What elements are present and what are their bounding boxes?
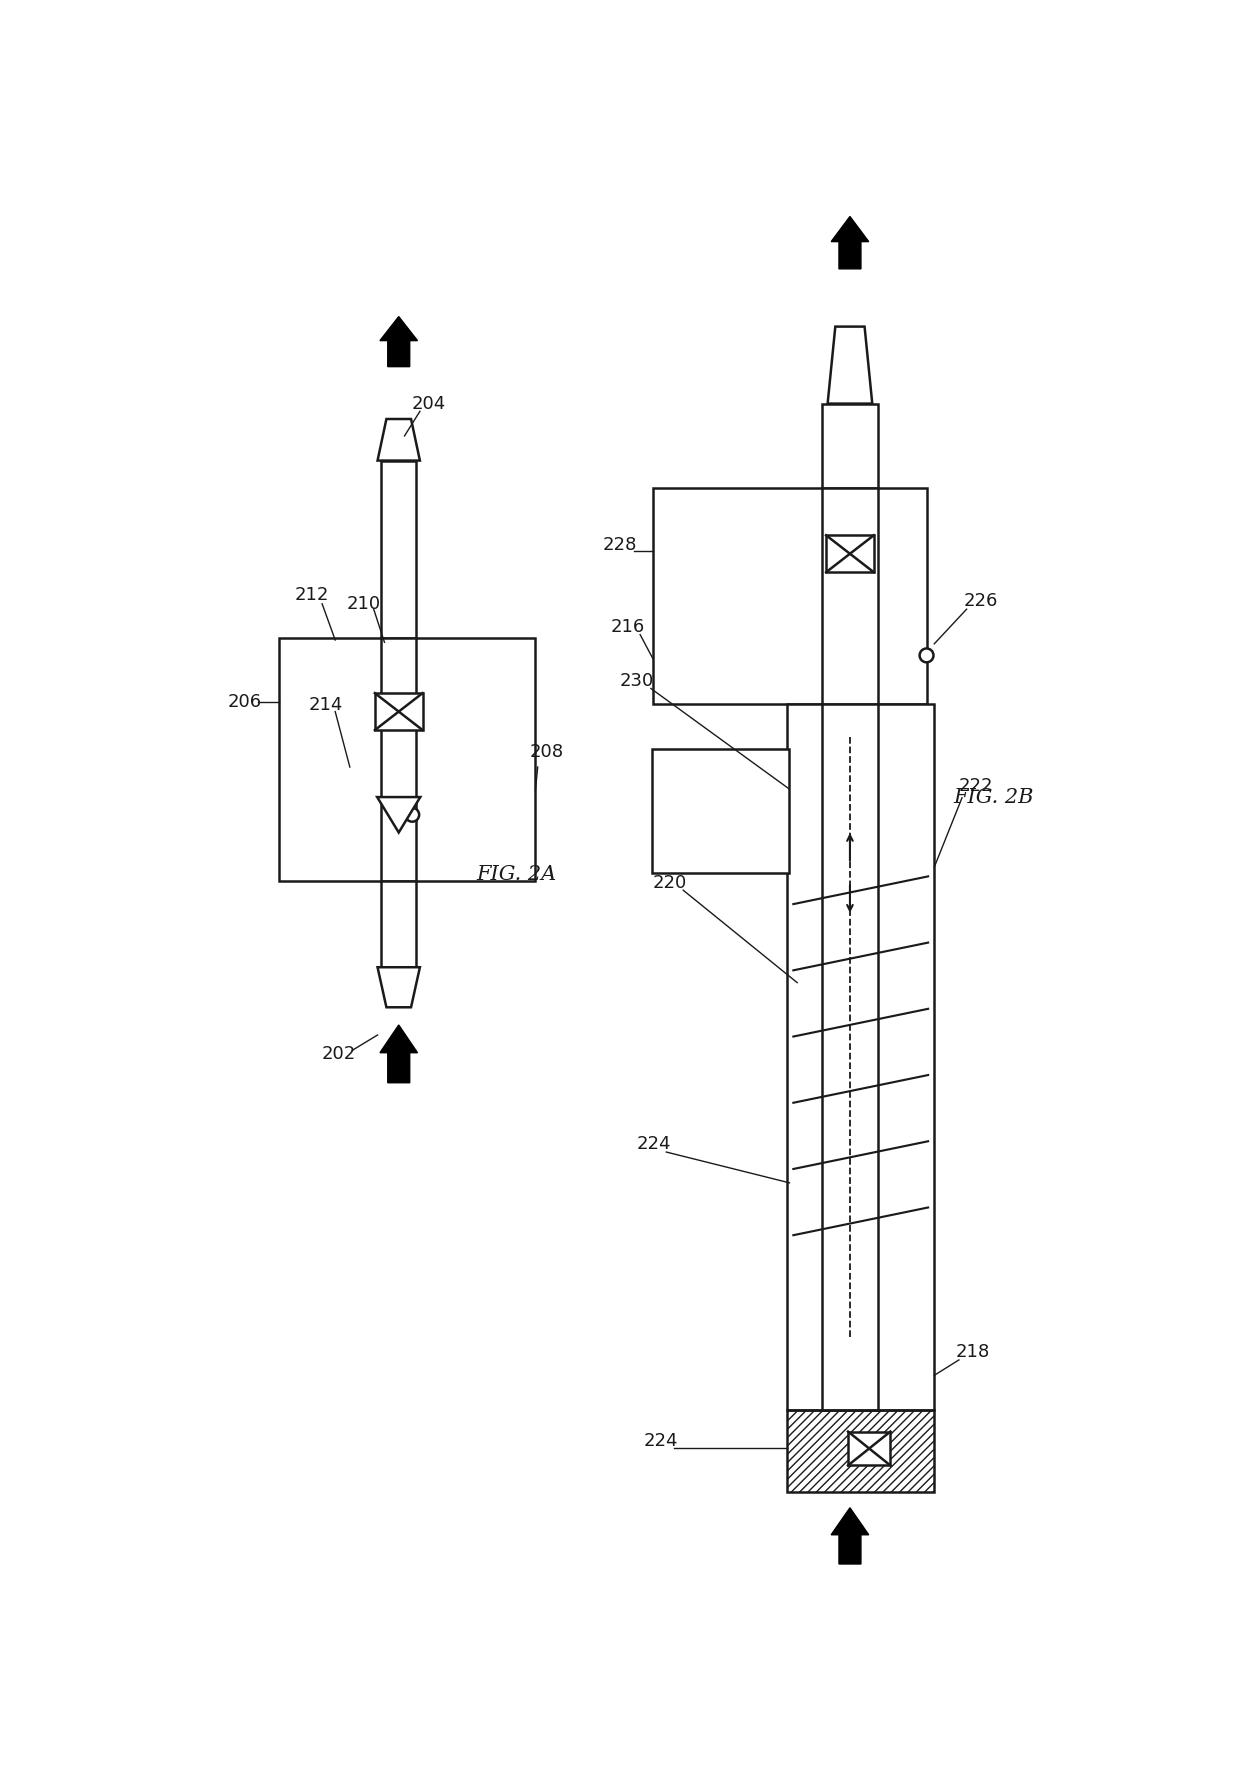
- Text: 226: 226: [963, 592, 998, 611]
- Text: 204: 204: [412, 395, 446, 413]
- Text: 202: 202: [322, 1045, 356, 1063]
- Bar: [822, 487, 878, 703]
- Text: 220: 220: [652, 874, 687, 891]
- Bar: [848, 1432, 890, 1465]
- Polygon shape: [377, 968, 420, 1006]
- Circle shape: [920, 649, 934, 663]
- Text: 206: 206: [227, 693, 262, 711]
- Text: FIG. 2B: FIG. 2B: [954, 789, 1034, 808]
- Text: 224: 224: [636, 1136, 671, 1154]
- Text: 212: 212: [295, 587, 330, 604]
- Polygon shape: [379, 317, 418, 367]
- Text: 228: 228: [603, 537, 637, 555]
- Bar: [652, 750, 789, 872]
- Bar: [826, 535, 874, 572]
- Bar: [382, 881, 417, 968]
- Bar: [279, 638, 536, 881]
- Bar: [787, 1411, 934, 1492]
- Bar: [653, 487, 926, 703]
- Polygon shape: [827, 326, 872, 404]
- Text: 210: 210: [347, 595, 381, 613]
- Text: 214: 214: [309, 696, 343, 714]
- Text: FIG. 2A: FIG. 2A: [476, 865, 557, 884]
- Bar: [822, 404, 878, 487]
- Circle shape: [405, 808, 419, 822]
- Polygon shape: [377, 418, 420, 461]
- Text: 208: 208: [529, 742, 564, 760]
- Bar: [822, 703, 878, 1411]
- Polygon shape: [831, 216, 869, 269]
- Bar: [382, 638, 417, 881]
- Bar: [382, 461, 417, 638]
- Bar: [374, 693, 423, 730]
- Text: 222: 222: [959, 778, 993, 796]
- Text: 218: 218: [956, 1343, 990, 1361]
- Text: 230: 230: [620, 672, 655, 689]
- Text: 216: 216: [610, 618, 645, 636]
- Polygon shape: [379, 1024, 418, 1083]
- Text: 224: 224: [644, 1432, 678, 1449]
- Polygon shape: [377, 797, 420, 833]
- Polygon shape: [831, 1508, 869, 1565]
- Bar: [787, 703, 934, 1411]
